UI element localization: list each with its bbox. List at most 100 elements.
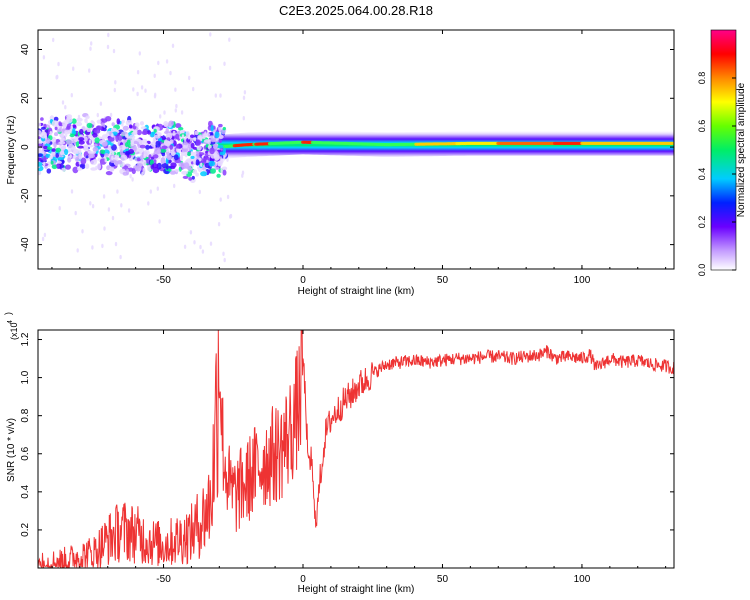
spectrum-scatter-cell [190,142,195,149]
spectrum-outlier-cell [169,70,172,76]
spectrum-scatter-cell [65,139,73,145]
spectrum-scatter-cell [51,151,56,156]
spectrum-outlier-cell [144,88,147,93]
spectrum-outlier-cell [180,110,184,115]
spectrum-scatter-cell [152,167,160,174]
spectrum-scatter-cell [195,139,202,146]
spectrum-scatter-cell [73,136,79,143]
spectrum-outlier-cell [109,112,113,118]
spectrum-scatter-cell [80,157,87,165]
spectrum-scatter-cell [179,154,184,162]
spectrum-scatter-cell [72,166,79,174]
spectrum-scatter-cell [170,150,176,157]
x-tick-label: 50 [437,574,449,585]
spectrum-scatter-cell [138,140,145,146]
spectrum-scatter-cell [95,125,102,130]
spectrum-scatter-cell [148,154,152,159]
spectrum-outlier-cell [58,206,61,211]
spectrum-scatter-cell [97,163,101,171]
spectrum-outlier-cell [64,132,68,137]
spectrum-scatter-cell [159,148,167,153]
spectrum-scatter-cell [173,154,179,161]
spectrum-scatter-cell [102,142,108,146]
spectrum-scatter-cell [71,118,77,124]
spectrum-scatter-cell [186,151,192,157]
spectrum-outlier-cell [143,154,146,159]
spectrum-scatter-cell [53,141,57,149]
spectrum-outlier-cell [242,116,245,121]
spectrum-scatter-cell [169,170,176,175]
spectrum-outlier-cell [174,108,177,113]
spectrum-outlier-cell [57,61,60,67]
spectrum-outlier-cell [141,171,144,177]
spectrum-scatter-cell [38,170,42,176]
spectrum-scatter-cell [54,126,58,131]
spectrum-scatter-cell [192,151,197,156]
x-tick-label: 100 [574,574,591,585]
snr-multiplier-label: (x10 [9,322,19,340]
spectrum-scatter-cell [143,159,147,166]
spectrum-scatter-cell [139,121,145,126]
spectrum-scatter-cell [76,117,83,122]
snr-x-label: Height of straight line (km) [298,584,415,595]
spectrum-outlier-cell [214,93,217,98]
spectrum-scatter-cell [210,138,217,143]
spectrum-outlier-cell [113,87,117,93]
spectrum-scatter-cell [56,128,62,133]
spectrum-outlier-cell [229,214,232,219]
spectrum-outlier-cell [89,139,92,144]
spectrum-outlier-cell [121,122,124,127]
spectrogram-x-label: Height of straight line (km) [298,286,415,297]
spectrum-outlier-cell [223,257,226,263]
spectrum-outlier-cell [43,161,46,167]
spectrum-scatter-cell [46,168,52,174]
spectrum-scatter-cell [86,128,91,133]
spectrum-outlier-cell [223,61,226,66]
spectrum-scatter-cell [178,162,186,168]
spectrum-outlier-cell [111,215,115,221]
spectrum-scatter-cell [168,120,174,127]
spectrum-scatter-cell [59,140,66,145]
spectrum-outlier-cell [70,125,73,130]
spectrum-outlier-cell [101,243,104,249]
spectrum-outlier-cell [209,32,212,37]
spectrum-scatter-cell [51,136,57,144]
spectrum-outlier-cell [111,133,114,138]
spectrum-outlier-cell [153,94,157,99]
snr-frame [37,329,675,569]
spectrum-scatter-cell [136,129,142,136]
snr-y-ticks: 0.2 0.4 0.6 0.8 1.0 1.2 [20,332,674,537]
spectrum-outlier-cell [157,60,160,66]
spectrum-scatter-cell [71,146,76,150]
spectrum-outlier-cell [107,32,110,38]
spectrum-scatter-cell [165,127,169,134]
spectrum-scatter-cell [191,175,195,180]
spectrum-scatter-cell [133,140,138,145]
spectrum-scatter-cell [101,134,108,140]
spectrum-outlier-cell [106,44,110,50]
spectrum-scatter-cell [51,148,56,152]
colorbar-tick-label: 0.8 [697,72,707,85]
y-tick-label: 1.2 [20,332,31,346]
spectrum-outlier-cell [153,73,156,79]
spectrum-outlier-cell [89,201,92,206]
spectrum-scatter-cell [161,151,166,157]
spectrum-outlier-cell [112,150,115,156]
spectrum-scatter-cell [87,144,94,148]
snr-panel: -50 0 50 100 0.2 0.4 0.6 0.8 1.0 1.2 Height of s… [3,312,675,595]
y-tick-label: -20 [20,188,31,203]
spectrum-scatter-cell [51,164,58,170]
spectrum-scatter-cell [213,154,220,161]
spectrum-scatter-cell [154,140,161,148]
spectrum-scatter-cell [84,118,88,123]
spectrum-outlier-cell [77,114,81,120]
spectrum-outlier-cell [69,154,72,159]
spectrum-scatter-cell [208,160,216,167]
spectrum-scatter-cell [195,172,199,177]
spectrum-scatter-cell [90,137,96,141]
spectrum-outlier-cell [158,219,161,224]
spectrum-scatter-cell [78,137,85,142]
spectrum-scatter-cell [210,124,214,132]
spectrum-ridge-cell [670,141,674,145]
spectrum-scatter-cell [61,137,65,142]
